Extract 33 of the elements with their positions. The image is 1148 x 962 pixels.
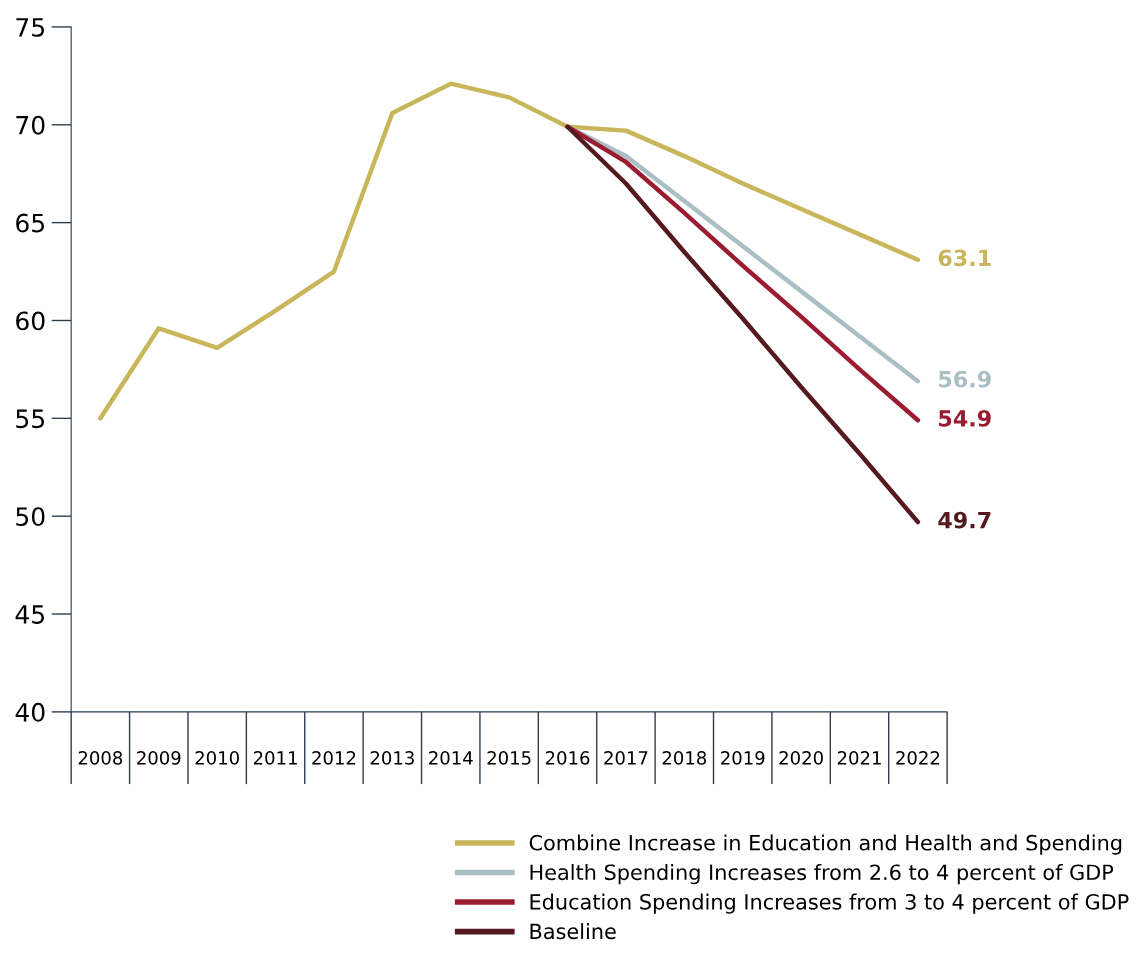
- y-tick-label: 55: [16, 409, 44, 429]
- y-tick-label: 65: [16, 213, 44, 233]
- x-tick-label: 2021: [837, 751, 881, 765]
- data-label: 49.7: [938, 511, 991, 529]
- legend-label: Combine Increase in Education and Health and Spending: [529, 834, 1122, 855]
- x-tick-label: 2009: [137, 751, 181, 765]
- x-tick-label: 2008: [78, 751, 123, 765]
- x-tick-label: 2016: [545, 751, 590, 765]
- x-tick-label: 2017: [604, 751, 648, 765]
- y-tick-label: 70: [16, 115, 45, 135]
- y-tick-label: 75: [16, 18, 44, 37]
- legend-label: Education Spending Increases from 3 to 4 percent of GDP: [530, 893, 1129, 914]
- y-tick-label: 60: [16, 311, 45, 331]
- x-tick-label: 2015: [487, 751, 531, 765]
- line-series: [98, 81, 921, 421]
- x-tick-label: 2010: [195, 751, 239, 765]
- data-label: 54.9: [939, 409, 991, 427]
- x-tick-label: 2018: [662, 751, 707, 765]
- x-tick-label: 2012: [312, 751, 356, 765]
- legend-label: Health Spending Increases from 2.6 to 4 percent of GDP: [530, 864, 1114, 885]
- x-tick-label: 2014: [429, 751, 473, 765]
- legend-label: Baseline: [530, 923, 616, 940]
- x-tick-label: 2022: [896, 751, 940, 765]
- y-tick-label: 40: [15, 702, 45, 722]
- y-tick-label: 45: [15, 605, 44, 624]
- x-tick-label: 2013: [370, 751, 414, 765]
- data-label: 63.1: [938, 249, 991, 267]
- x-tick-label: 2019: [721, 751, 765, 765]
- line-series: [565, 124, 921, 525]
- y-tick-label: 50: [16, 507, 45, 527]
- data-label: 56.9: [939, 370, 991, 388]
- x-tick-label: 2011: [253, 751, 297, 765]
- x-tick-label: 2020: [779, 751, 823, 765]
